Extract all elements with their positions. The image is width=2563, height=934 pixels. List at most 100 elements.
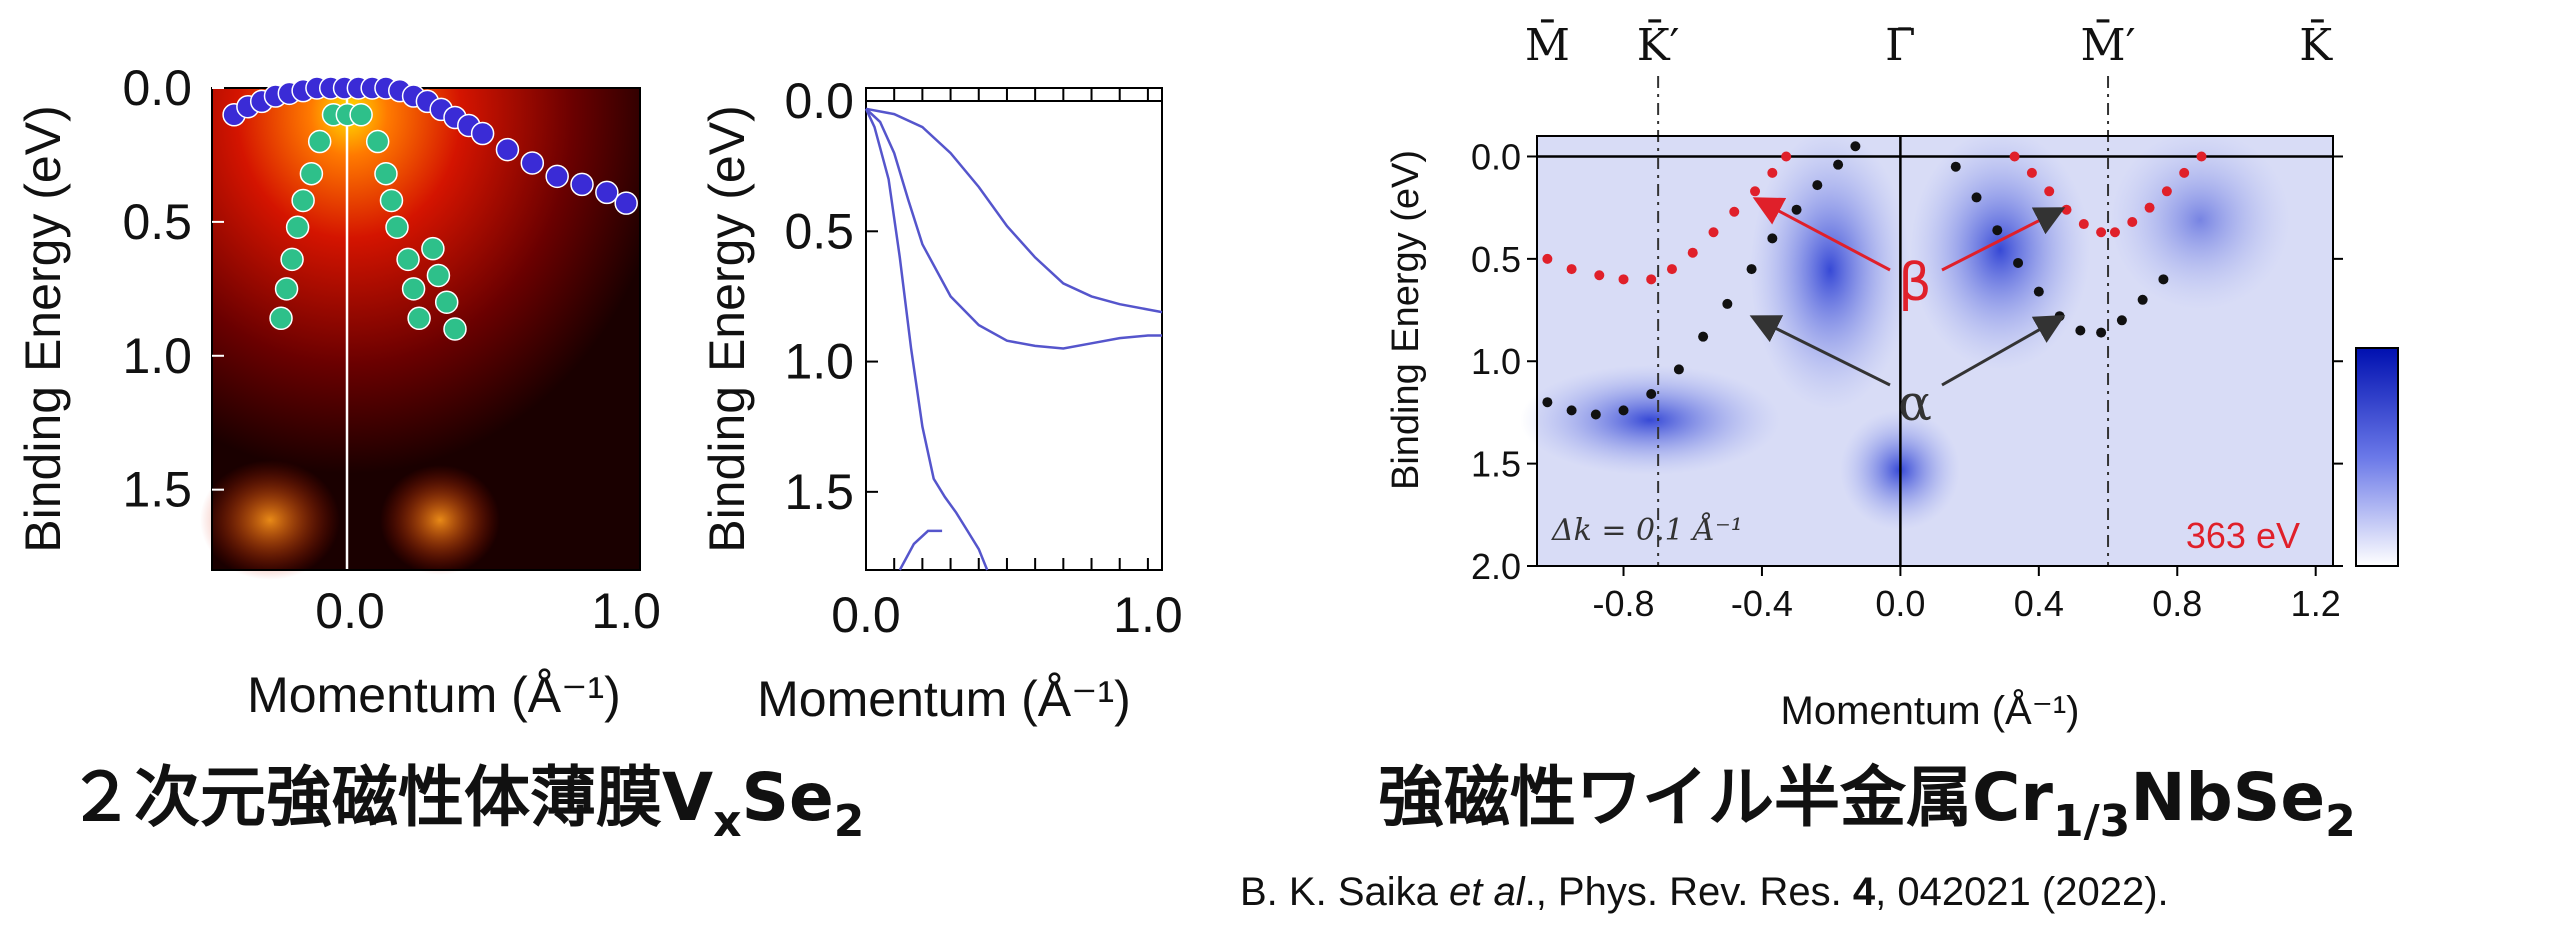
citation-authors: B. K. Saika [1240, 870, 1449, 914]
panel3-series2-point [1767, 233, 1778, 244]
panel3-series0-point [1594, 270, 1605, 281]
panel1-series1-point [291, 188, 315, 213]
panel1-series1-point [396, 247, 420, 272]
panel3-series3-point [2075, 325, 2086, 336]
panel3-series2-point [1618, 405, 1629, 416]
beta-arrow-right [1941, 207, 2066, 272]
panel3-series1-point [2009, 151, 2020, 162]
panel1-series0-point [570, 172, 594, 197]
panel2-xlabel: Momentum (Å⁻¹) [757, 671, 1131, 727]
panel1-series1-point [299, 161, 324, 186]
panel1-series0-point [595, 180, 619, 205]
panel3-ytick-label: 0.5 [1471, 239, 1521, 280]
panel3-series0-point [1708, 227, 1719, 238]
panel3-high-symmetry-label: M̄′ [2081, 18, 2136, 71]
panel1-series0-point [520, 151, 545, 175]
caption-left-sub2: 2 [834, 796, 865, 847]
panel2-series0-line [865, 107, 1163, 314]
caption-right-main: 強磁性ワイル半金属Cr [1378, 759, 2053, 836]
panel3-series1-point [2127, 217, 2138, 227]
panel2-series2-line [864, 108, 989, 571]
panel1-xtick-label: 1.0 [591, 583, 661, 639]
panel3-series3-point [2033, 286, 2044, 297]
panel1-series1-point [434, 290, 459, 314]
panel2-series3-line [898, 529, 943, 571]
panel3-series3-point [2137, 294, 2148, 305]
caption-right-sub1: 1/3 [2053, 796, 2130, 847]
panel1-series1-point [421, 236, 445, 261]
panel3-series1-point [2144, 202, 2155, 213]
panel1-ytick-label: 0.0 [122, 60, 192, 116]
panel1-series1-point [365, 129, 390, 154]
photon-energy-label: 363 eV [2186, 515, 2300, 556]
panel1-xlabel: Momentum (Å⁻¹) [247, 667, 621, 723]
panel3-series2-point [1850, 141, 1861, 152]
panel2-ylabel: Binding Energy (eV) [699, 105, 755, 552]
caption-left-mid: Se [741, 759, 833, 836]
panel3-series0-point [1666, 264, 1677, 275]
panel3-series0-point [1767, 167, 1778, 178]
panel2-ytick-label: 0.0 [784, 73, 854, 129]
panel3-series1-point [2161, 186, 2172, 197]
panel3-frame [1536, 135, 2334, 567]
panel3-ylabel: Binding Energy (eV) [1385, 150, 1427, 490]
panel1-series1-point [385, 215, 409, 239]
panel3-high-symmetry-label: M̄ [1525, 18, 1570, 71]
beta-arrow-left [1752, 197, 1891, 272]
panel3-series1-point [2044, 186, 2055, 197]
panel-3: 0.0 0.5 1.0 1.5 2.0 -0.8 -0.4 0.0 0.4 0.8 1.2 M̄ K̄′… [1385, 18, 2399, 733]
panel3-band-glow-2 [1750, 130, 1910, 410]
panel3-series0-point [1566, 264, 1577, 275]
panel1-series1-point [280, 247, 304, 272]
caption-right-mid: NbSe [2130, 759, 2325, 836]
panel1-series1-point [374, 161, 398, 186]
panel3-series1-point [2078, 219, 2089, 230]
citation-rest: , 042021 (2022). [1875, 870, 2169, 914]
panel2-xtick-label: 0.0 [831, 587, 901, 643]
panel1-series1-point [269, 306, 293, 331]
panel2-xtick-label: 1.0 [1113, 587, 1183, 643]
panel1-frame [211, 87, 641, 571]
panel3-xtick-label: 0.4 [2014, 583, 2064, 624]
panel3-ytick-label: 0.0 [1471, 136, 1521, 177]
panel1-ylabel: Binding Energy (eV) [15, 105, 71, 552]
panel3-ytick-label: 2.0 [1471, 546, 1521, 587]
panel3-series2-point [1646, 389, 1657, 399]
panel3-series1-point [2179, 167, 2190, 178]
panel3-series3-point [1992, 225, 2003, 236]
beta-label: β [1898, 253, 1931, 313]
panel1-series1-point [426, 263, 451, 288]
panel2-ytick-label: 1.0 [784, 334, 854, 390]
panel1-series0-point [614, 191, 638, 215]
panel1-series1-point [443, 317, 467, 341]
panel1-ytick-label: 1.5 [122, 462, 192, 518]
panel3-series2-point [1791, 204, 1802, 215]
panel-1: 0.0 0.5 1.0 1.5 0.0 1.0 Binding Energy (eV) M… [15, 60, 661, 723]
panel3-series1-point [2061, 204, 2072, 215]
panel3-xtick-label: -0.4 [1731, 583, 1793, 624]
panel1-series1-point [349, 103, 373, 127]
panel2-frame [865, 87, 1163, 571]
panel3-series3-point [2013, 257, 2024, 268]
dk-label: Δk = 0.1 Å⁻¹ [1551, 512, 1743, 548]
caption-left-main: ２次元強磁性体薄膜V [68, 759, 713, 836]
panel3-series3-point [2158, 274, 2169, 285]
panel1-xtick-label: 0.0 [315, 583, 385, 639]
panel3-series2-point [1590, 409, 1601, 420]
panel3-series0-point [1646, 274, 1657, 285]
citation-volume: 4 [1853, 870, 1876, 914]
panel3-series0-point [1750, 186, 1761, 197]
panel1-series1-point [401, 277, 426, 301]
panel1-series1-point [379, 188, 404, 213]
panel1-ytick-label: 0.5 [122, 194, 192, 250]
panel3-series0-point [1687, 247, 1698, 258]
panel1-series0-point [545, 164, 569, 189]
panel3-ytick-label: 1.5 [1471, 444, 1521, 485]
panel1-series0-point [495, 137, 520, 162]
panel3-series2-point [1542, 397, 1553, 408]
panel3-series2-point [1833, 159, 1844, 170]
panel2-ytick-label: 0.5 [784, 203, 854, 259]
panel3-high-symmetry-label: K̄′ [1637, 18, 1680, 71]
citation-etal: et al [1449, 870, 1526, 914]
